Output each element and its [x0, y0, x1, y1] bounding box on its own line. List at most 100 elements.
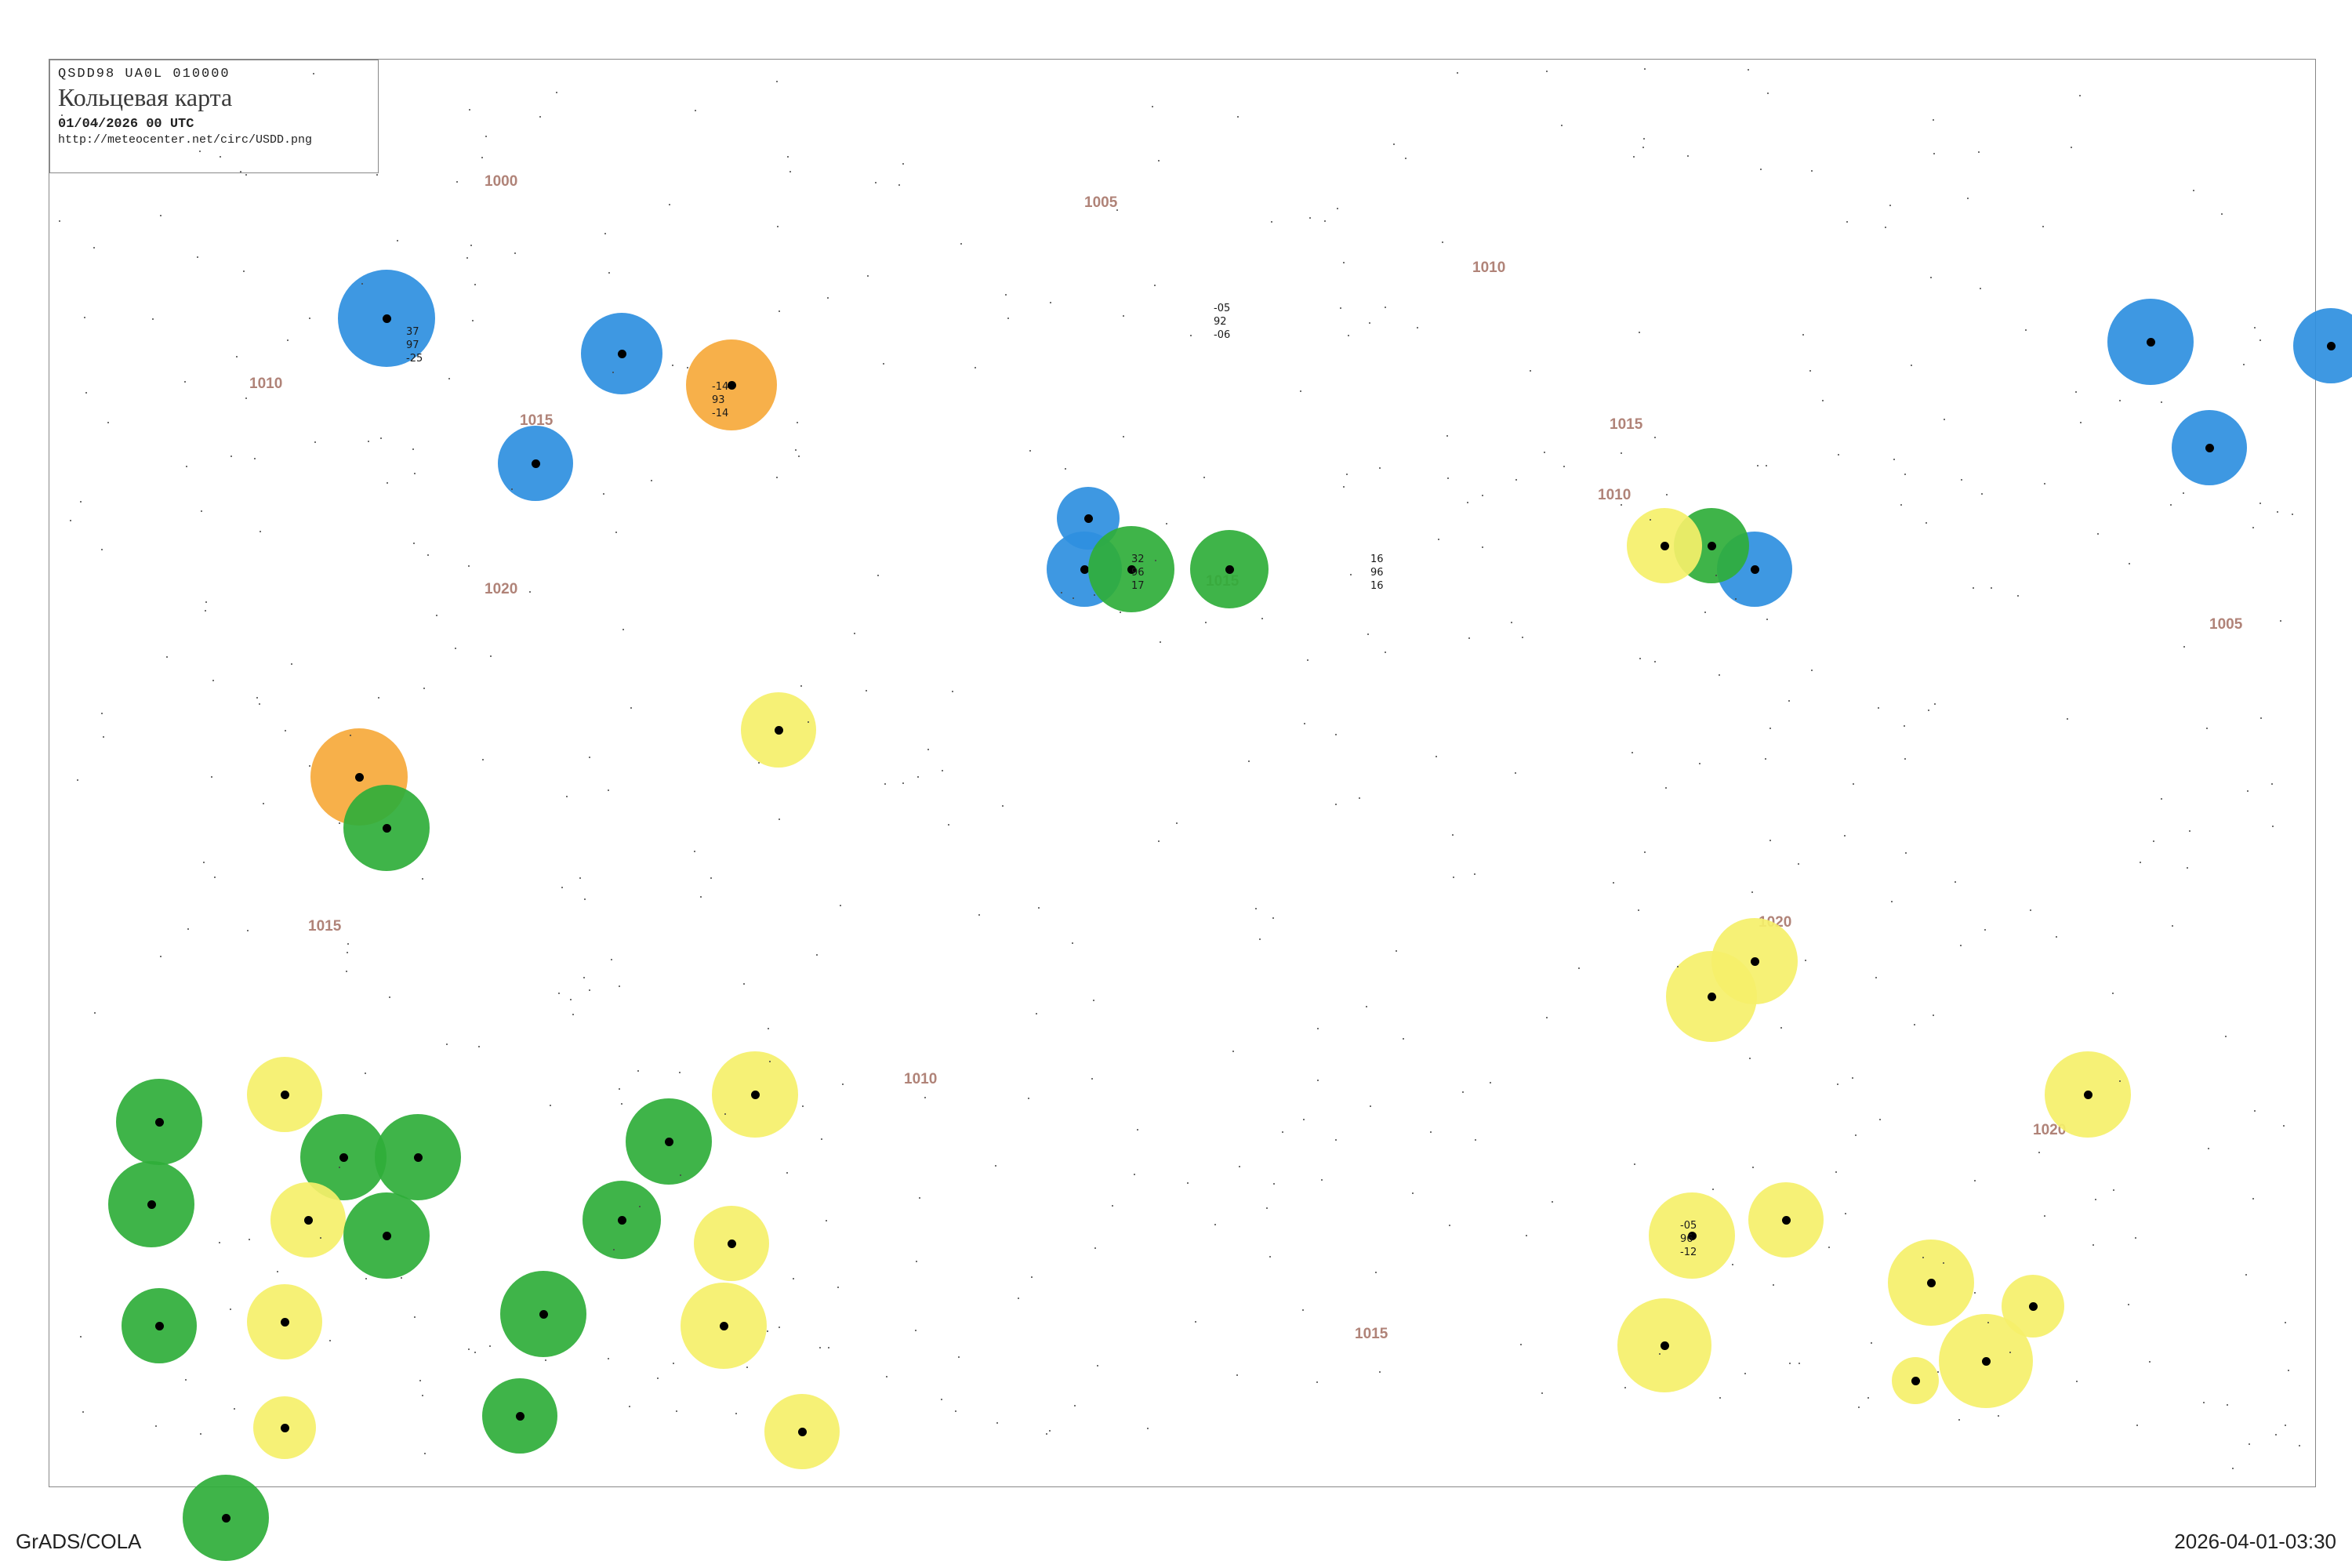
background-station-marker [1978, 151, 1980, 153]
background-station-marker [2277, 511, 2278, 513]
background-station-marker [1798, 1363, 1800, 1364]
background-station-marker [1123, 436, 1124, 437]
background-station-marker [1980, 288, 1981, 289]
background-station-marker [2170, 504, 2172, 506]
background-station-marker [1123, 315, 1124, 317]
background-station-marker [1639, 332, 1640, 333]
background-station-marker [1072, 942, 1073, 944]
background-station-marker [672, 365, 673, 366]
background-station-marker [1643, 138, 1645, 140]
background-station-marker [1335, 804, 1337, 805]
background-station-marker [1900, 504, 1902, 506]
background-station-marker [236, 356, 238, 358]
background-station-marker [2203, 1402, 2205, 1403]
background-station-marker [786, 1172, 788, 1174]
background-station-marker [2259, 503, 2261, 504]
background-station-marker [424, 1453, 426, 1454]
background-station-marker [1773, 1284, 1774, 1286]
background-station-marker [2042, 226, 2044, 227]
background-station-marker [915, 1330, 916, 1331]
background-station-marker [212, 680, 214, 681]
background-station-marker [572, 1014, 574, 1015]
background-station-marker [842, 1083, 844, 1085]
background-station-marker [414, 473, 416, 474]
background-station-marker [1893, 459, 1895, 460]
background-station-marker [1348, 335, 1349, 336]
station-dot-14 [775, 726, 783, 735]
background-station-marker [469, 109, 470, 111]
background-station-marker [615, 532, 617, 533]
background-station-marker [260, 531, 261, 532]
station-dot-1 [618, 350, 626, 358]
background-station-marker [768, 1028, 769, 1029]
background-station-marker [1158, 840, 1160, 842]
background-station-marker [107, 422, 109, 423]
background-station-marker [2113, 1189, 2114, 1191]
background-station-marker [401, 1277, 402, 1279]
background-station-marker [2254, 327, 2256, 328]
background-station-marker [474, 1352, 476, 1353]
background-station-marker [1639, 658, 1641, 659]
background-station-marker [866, 690, 867, 691]
background-station-marker [1282, 1131, 1283, 1133]
background-station-marker [1715, 575, 1717, 576]
background-station-marker [1879, 1119, 1881, 1120]
station-dot-38 [720, 1322, 728, 1330]
background-station-marker [854, 633, 855, 634]
background-station-marker [877, 575, 879, 576]
background-station-marker [350, 735, 351, 736]
station-dot-40 [1982, 1357, 1991, 1366]
background-station-marker [1468, 637, 1470, 639]
station-dot-28 [383, 1232, 391, 1240]
background-station-marker [2071, 147, 2072, 148]
station-dot-43 [281, 1424, 289, 1432]
station-dot-4 [1084, 514, 1093, 523]
background-station-marker [1822, 400, 1824, 401]
station-dot-12 [355, 773, 364, 782]
background-station-marker [1266, 1207, 1268, 1209]
background-station-marker [1634, 1163, 1635, 1165]
background-station-marker [724, 1113, 726, 1115]
background-station-marker [679, 1072, 681, 1073]
background-station-marker [94, 1012, 96, 1014]
background-station-marker [1261, 618, 1263, 619]
background-station-marker [482, 759, 484, 760]
background-station-marker [380, 437, 382, 439]
background-station-marker [840, 905, 841, 906]
background-station-marker [2232, 1468, 2234, 1469]
station-dot-32 [1782, 1216, 1791, 1225]
background-station-marker [1520, 1344, 1522, 1345]
background-station-marker [1166, 523, 1167, 524]
background-station-marker [622, 629, 624, 630]
station-reading-0-2: -25 [406, 353, 423, 365]
station-reading-5-0: -05 [1680, 1220, 1697, 1232]
station-dot-8 [1751, 565, 1759, 574]
map-date-line: 01/04/2026 00 UTC [58, 117, 370, 132]
background-station-marker [1232, 1051, 1234, 1052]
station-dot-34 [2029, 1302, 2038, 1311]
background-station-marker [1307, 659, 1308, 661]
background-station-marker [1154, 285, 1156, 286]
background-station-marker [2135, 1237, 2136, 1239]
background-station-marker [958, 1356, 960, 1358]
background-station-marker [1005, 294, 1007, 296]
station-dot-2 [532, 459, 540, 468]
background-station-marker [619, 985, 620, 987]
background-station-marker [1038, 907, 1040, 909]
background-station-marker [378, 697, 379, 699]
background-station-marker [185, 1379, 187, 1381]
background-station-marker [1446, 435, 1448, 437]
background-station-marker [1530, 370, 1531, 372]
background-station-marker [1475, 1139, 1476, 1141]
background-station-marker [485, 136, 487, 137]
background-station-marker [285, 730, 286, 731]
background-station-marker [2038, 1152, 2040, 1153]
background-station-marker [2183, 492, 2184, 494]
background-station-marker [1237, 116, 1239, 118]
background-station-marker [1552, 1201, 1553, 1203]
background-station-marker [545, 1359, 546, 1361]
background-station-marker [570, 999, 572, 1000]
background-station-marker [155, 1425, 157, 1427]
background-station-marker [1991, 587, 1992, 589]
station-reading-0-1: 97 [406, 339, 419, 351]
